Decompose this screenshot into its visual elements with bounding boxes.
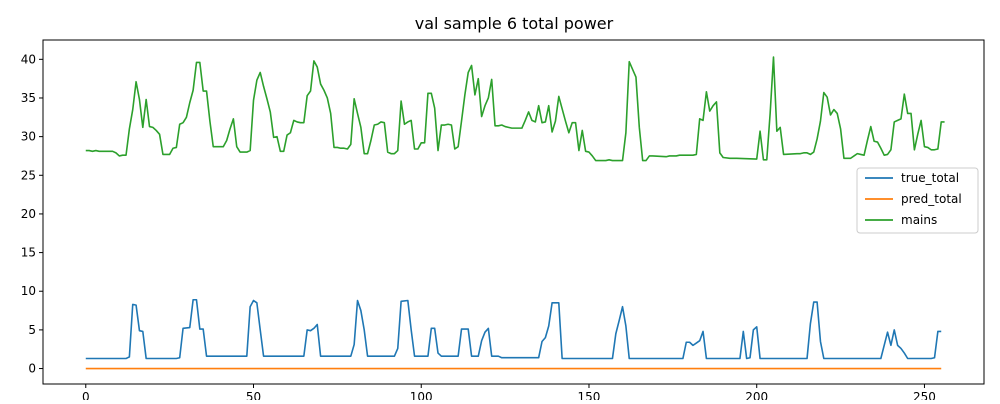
plot-frame	[42, 39, 985, 385]
legend-label-mains: mains	[901, 213, 937, 227]
y-tick-label: 0	[28, 362, 36, 376]
chart-title: val sample 6 total power	[415, 14, 614, 33]
y-tick-label: 20	[21, 207, 36, 221]
y-tick-label: 5	[28, 323, 36, 337]
x-axis: 0 50 100 150 200 250	[82, 384, 936, 404]
legend-label-true-total: true_total	[901, 171, 959, 185]
legend-box	[856, 167, 979, 234]
y-tick-label: 35	[21, 91, 36, 105]
x-tick-label: 200	[745, 390, 768, 400]
y-axis: 0 5 10 15 20 25 30 35 40	[21, 52, 43, 376]
x-tick-label: 100	[410, 390, 433, 400]
x-tick-label: 250	[913, 390, 936, 400]
series-line-mains	[85, 56, 945, 162]
x-tick-label: 0	[82, 390, 90, 400]
plot-area	[42, 39, 985, 385]
y-tick-label: 40	[21, 52, 36, 66]
x-tick-label: 50	[246, 390, 261, 400]
x-tick-label: 150	[578, 390, 601, 400]
legend-label-pred-total: pred_total	[901, 192, 962, 206]
y-tick-label: 10	[21, 284, 36, 298]
y-tick-label: 30	[21, 130, 36, 144]
series-lines	[85, 56, 945, 370]
y-tick-label: 25	[21, 168, 36, 182]
y-tick-label: 15	[21, 246, 36, 260]
series-line-true-total	[85, 298, 942, 360]
